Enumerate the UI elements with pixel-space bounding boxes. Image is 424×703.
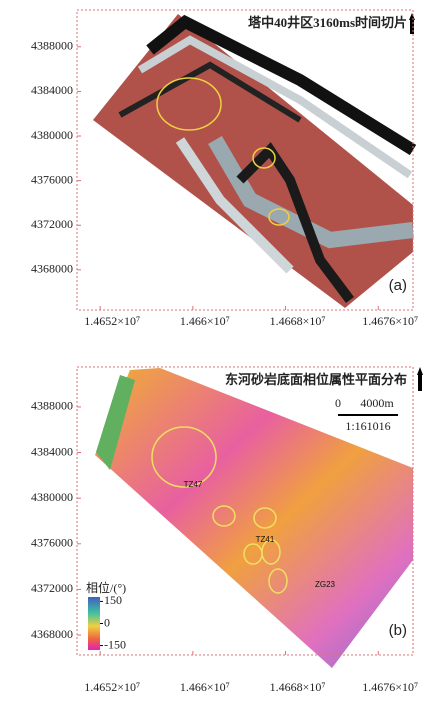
y-tick-label: 4372000: [31, 217, 73, 231]
chart-title: 东河砂岩底面相位属性平面分布: [225, 372, 407, 387]
y-tick-label: 4380000: [31, 490, 73, 504]
y-tick-label: 4384000: [31, 83, 73, 97]
y-tick-label: 4372000: [31, 581, 73, 595]
y-tick-label: 4388000: [31, 39, 73, 53]
y-tick-label: 4368000: [31, 627, 73, 641]
colorbar-tick-label: 0: [104, 615, 110, 629]
x-tick-label: 1.4652×10⁷: [84, 680, 140, 694]
figure: 4368000 4372000 4376000 4380000 4384000 43880…: [0, 0, 424, 698]
x-tick-label: 1.4676×10⁷: [362, 680, 418, 694]
well-label: TZ41: [256, 535, 275, 544]
x-tick-label: 1.466×10⁷: [180, 314, 230, 328]
well-label: TZ47: [184, 480, 203, 489]
scale-ratio: 1:161016: [345, 419, 390, 433]
y-tick-label: 4368000: [31, 262, 73, 276]
x-tick-label: 1.4652×10⁷: [84, 314, 140, 328]
x-tick-label: 1.466×10⁷: [180, 680, 230, 694]
colorbar-tick-label: 150: [104, 593, 122, 607]
colorbar-tick-label: -150: [104, 637, 126, 651]
y-tick-label: 4380000: [31, 128, 73, 142]
x-tick-label: 1.4676×10⁷: [362, 314, 418, 328]
y-tick-label: 4376000: [31, 536, 73, 550]
scale-length: 4000m: [360, 396, 394, 410]
y-tick-label: 4384000: [31, 444, 73, 458]
scale-zero: 0: [335, 396, 341, 410]
y-tick-label: 4388000: [31, 399, 73, 413]
panel-label: (a): [389, 277, 407, 294]
panel-label: (b): [389, 622, 407, 639]
well-label: ZG23: [315, 580, 336, 589]
y-tick-label: 4376000: [31, 172, 73, 186]
seismic-slice: [93, 14, 413, 308]
x-tick-label: 1.4668×10⁷: [270, 680, 326, 694]
x-tick-label: 1.4668×10⁷: [270, 314, 326, 328]
chart-title: 塔中40井区3160ms时间切片: [248, 15, 407, 30]
